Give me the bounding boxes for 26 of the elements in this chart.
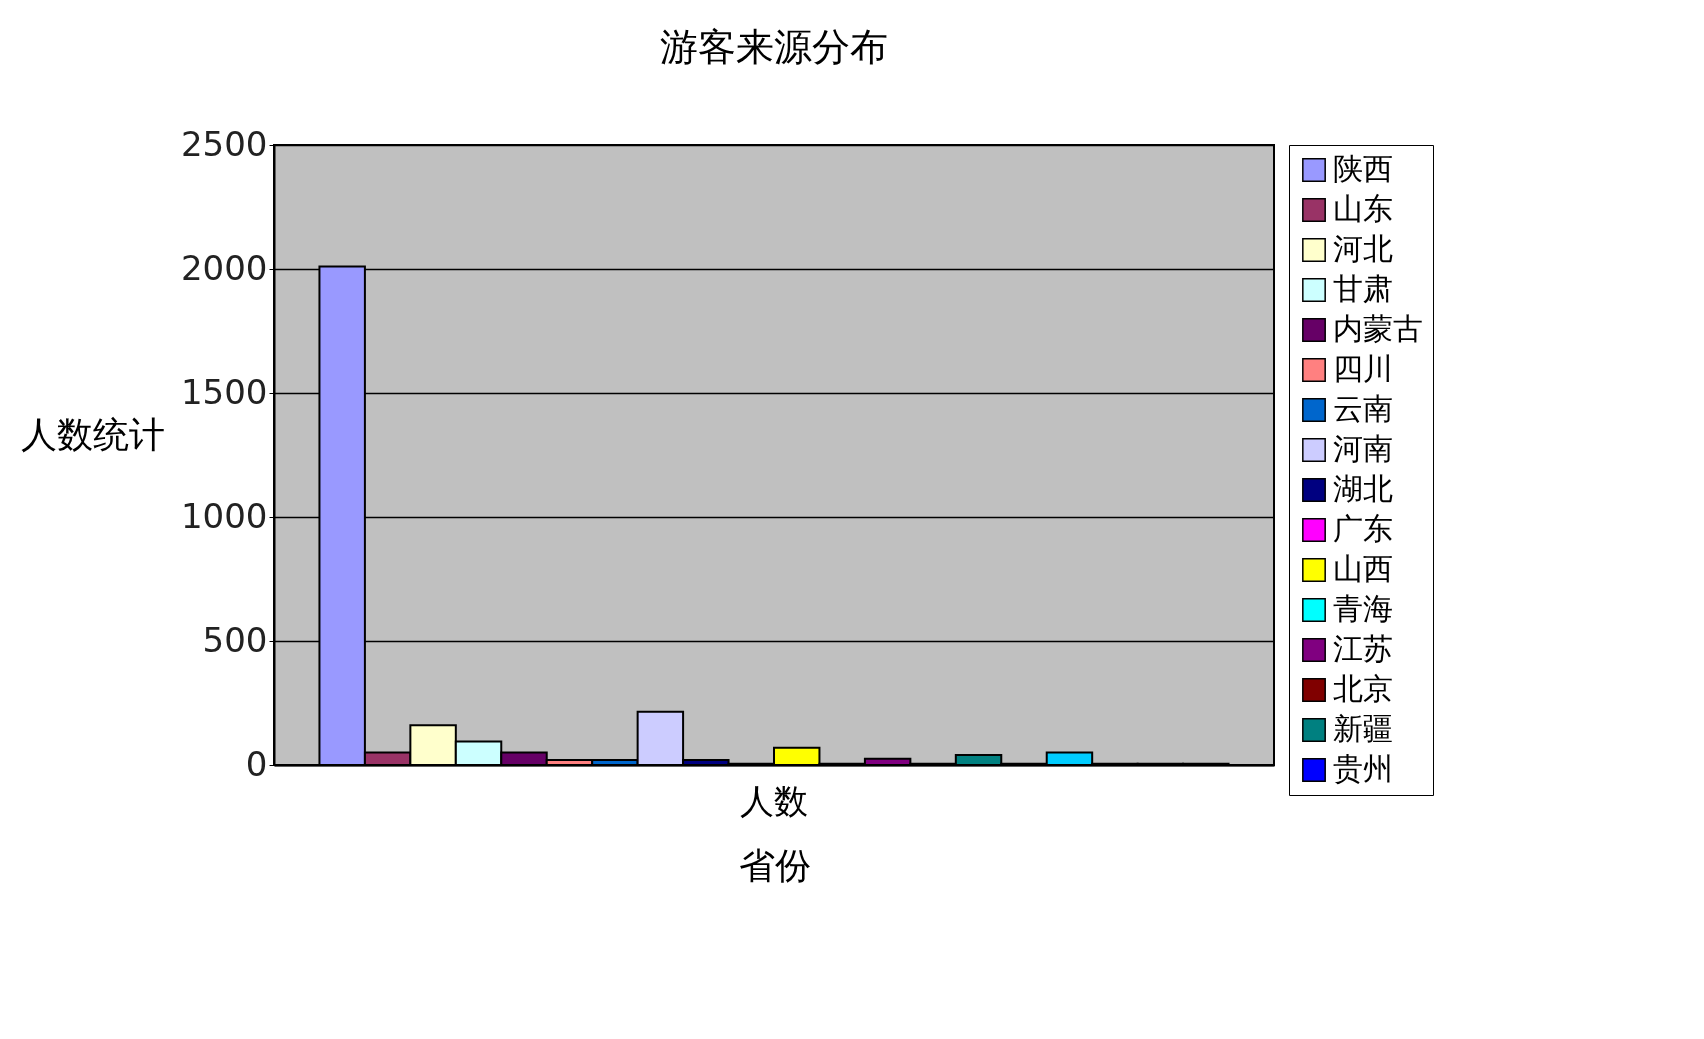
legend-label: 甘肃 [1333,271,1393,306]
legend-label: 河南 [1333,431,1393,466]
x-tick-label: 人数 [740,780,808,821]
legend-label: 陕西 [1333,151,1393,186]
y-tick-label: 0 [245,743,268,784]
legend-label: 青海 [1333,591,1393,626]
legend-label: 云南 [1333,391,1393,426]
chart-title: 游客来源分布 [660,25,888,69]
y-tick-label: 2500 [180,123,268,164]
y-tick-label: 500 [202,619,268,660]
legend-label: 贵州 [1333,751,1393,786]
y-axis-title: 人数统计 [20,413,165,455]
legend-label: 内蒙古 [1333,311,1423,346]
legend-label: 河北 [1333,231,1393,266]
y-tick-label: 1500 [180,371,268,412]
legend-label: 山西 [1333,551,1393,586]
legend-label: 湖北 [1333,471,1393,506]
legend-label: 江苏 [1333,631,1393,666]
x-axis-title: 省份 [738,844,811,886]
legend-label: 广东 [1333,511,1393,546]
y-tick-label: 2000 [180,247,268,288]
legend-label: 山东 [1333,191,1393,226]
legend-label: 新疆 [1333,711,1393,746]
legend-label: 四川 [1333,351,1393,386]
y-tick-label: 1000 [180,495,268,536]
legend-label: 北京 [1333,671,1393,706]
